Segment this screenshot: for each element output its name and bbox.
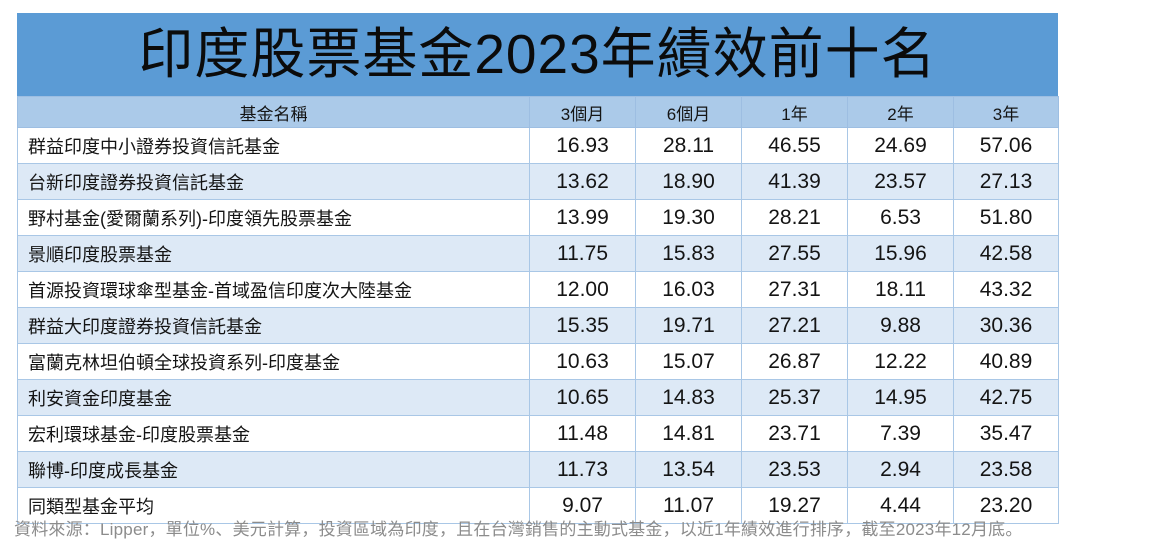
value-cell: 23.20: [953, 487, 1059, 524]
column-header-fund-name: 基金名稱: [17, 96, 530, 128]
table-row: 群益大印度證券投資信託基金 15.35 19.71 27.21 9.88 30.…: [17, 307, 1059, 344]
value-cell: 10.65: [529, 379, 636, 416]
column-header-1y: 1年: [741, 96, 848, 128]
value-cell: 30.36: [953, 307, 1059, 344]
fund-name-cell: 聯博-印度成長基金: [17, 451, 530, 488]
table-row: 聯博-印度成長基金 11.73 13.54 23.53 2.94 23.58: [17, 451, 1059, 488]
column-header-6m: 6個月: [635, 96, 742, 128]
fund-name-cell: 群益印度中小證券投資信託基金: [17, 127, 530, 164]
value-cell: 46.55: [741, 127, 848, 164]
fund-name-cell: 宏利環球基金-印度股票基金: [17, 415, 530, 452]
value-cell: 19.30: [635, 199, 742, 236]
value-cell: 42.75: [953, 379, 1059, 416]
value-cell: 28.21: [741, 199, 848, 236]
value-cell: 11.07: [635, 487, 742, 524]
value-cell: 13.62: [529, 163, 636, 200]
value-cell: 19.71: [635, 307, 742, 344]
page-title: 印度股票基金2023年績效前十名: [138, 23, 937, 85]
value-cell: 14.95: [847, 379, 954, 416]
value-cell: 16.93: [529, 127, 636, 164]
source-footnote: 資料來源：Lipper，單位%、美元計算，投資區域為印度，且在台灣銷售的主動式基…: [14, 520, 1023, 539]
column-header-2y: 2年: [847, 96, 954, 128]
value-cell: 35.47: [953, 415, 1059, 452]
value-cell: 18.90: [635, 163, 742, 200]
value-cell: 40.89: [953, 343, 1059, 380]
table-row: 群益印度中小證券投資信託基金 16.93 28.11 46.55 24.69 5…: [17, 127, 1059, 164]
table-row: 野村基金(愛爾蘭系列)-印度領先股票基金 13.99 19.30 28.21 6…: [17, 199, 1059, 236]
value-cell: 23.71: [741, 415, 848, 452]
value-cell: 10.63: [529, 343, 636, 380]
value-cell: 13.99: [529, 199, 636, 236]
column-header-3y: 3年: [953, 96, 1059, 128]
value-cell: 23.58: [953, 451, 1059, 488]
table-body: 群益印度中小證券投資信託基金 16.93 28.11 46.55 24.69 5…: [17, 127, 1059, 524]
value-cell: 24.69: [847, 127, 954, 164]
fund-name-cell: 野村基金(愛爾蘭系列)-印度領先股票基金: [17, 199, 530, 236]
value-cell: 14.83: [635, 379, 742, 416]
value-cell: 15.83: [635, 235, 742, 272]
value-cell: 15.96: [847, 235, 954, 272]
value-cell: 6.53: [847, 199, 954, 236]
value-cell: 57.06: [953, 127, 1059, 164]
value-cell: 23.57: [847, 163, 954, 200]
value-cell: 27.21: [741, 307, 848, 344]
value-cell: 27.13: [953, 163, 1059, 200]
fund-name-cell: 景順印度股票基金: [17, 235, 530, 272]
fund-performance-table: 基金名稱 3個月 6個月 1年 2年 3年 群益印度中小證券投資信託基金 16.…: [17, 96, 1059, 524]
value-cell: 27.55: [741, 235, 848, 272]
table-row: 富蘭克林坦伯頓全球投資系列-印度基金 10.63 15.07 26.87 12.…: [17, 343, 1059, 380]
value-cell: 28.11: [635, 127, 742, 164]
value-cell: 13.54: [635, 451, 742, 488]
fund-name-cell: 台新印度證券投資信託基金: [17, 163, 530, 200]
value-cell: 7.39: [847, 415, 954, 452]
fund-name-cell: 利安資金印度基金: [17, 379, 530, 416]
table-row: 首源投資環球傘型基金-首域盈信印度次大陸基金 12.00 16.03 27.31…: [17, 271, 1059, 308]
column-header-3m: 3個月: [529, 96, 636, 128]
table-row: 台新印度證券投資信託基金 13.62 18.90 41.39 23.57 27.…: [17, 163, 1059, 200]
value-cell: 14.81: [635, 415, 742, 452]
value-cell: 25.37: [741, 379, 848, 416]
value-cell: 41.39: [741, 163, 848, 200]
value-cell: 26.87: [741, 343, 848, 380]
value-cell: 18.11: [847, 271, 954, 308]
value-cell: 12.22: [847, 343, 954, 380]
fund-name-cell: 富蘭克林坦伯頓全球投資系列-印度基金: [17, 343, 530, 380]
header-row: 基金名稱 3個月 6個月 1年 2年 3年: [17, 96, 1059, 128]
fund-name-cell: 群益大印度證券投資信託基金: [17, 307, 530, 344]
table-row: 景順印度股票基金 11.75 15.83 27.55 15.96 42.58: [17, 235, 1059, 272]
table-row: 利安資金印度基金 10.65 14.83 25.37 14.95 42.75: [17, 379, 1059, 416]
value-cell: 12.00: [529, 271, 636, 308]
title-bar: 印度股票基金2023年績效前十名: [17, 13, 1058, 96]
value-cell: 4.44: [847, 487, 954, 524]
table-row: 同類型基金平均 9.07 11.07 19.27 4.44 23.20: [17, 487, 1059, 524]
value-cell: 51.80: [953, 199, 1059, 236]
value-cell: 11.48: [529, 415, 636, 452]
value-cell: 27.31: [741, 271, 848, 308]
value-cell: 42.58: [953, 235, 1059, 272]
value-cell: 16.03: [635, 271, 742, 308]
value-cell: 11.73: [529, 451, 636, 488]
table-row: 宏利環球基金-印度股票基金 11.48 14.81 23.71 7.39 35.…: [17, 415, 1059, 452]
value-cell: 23.53: [741, 451, 848, 488]
value-cell: 9.88: [847, 307, 954, 344]
value-cell: 15.35: [529, 307, 636, 344]
value-cell: 2.94: [847, 451, 954, 488]
table-header: 基金名稱 3個月 6個月 1年 2年 3年: [17, 96, 1059, 128]
value-cell: 15.07: [635, 343, 742, 380]
value-cell: 19.27: [741, 487, 848, 524]
fund-performance-figure: 印度股票基金2023年績效前十名 基金名稱 3個月 6個月 1年 2年 3年: [17, 13, 1059, 524]
fund-name-cell: 首源投資環球傘型基金-首域盈信印度次大陸基金: [17, 271, 530, 308]
value-cell: 43.32: [953, 271, 1059, 308]
value-cell: 11.75: [529, 235, 636, 272]
fund-name-cell: 同類型基金平均: [17, 487, 530, 524]
